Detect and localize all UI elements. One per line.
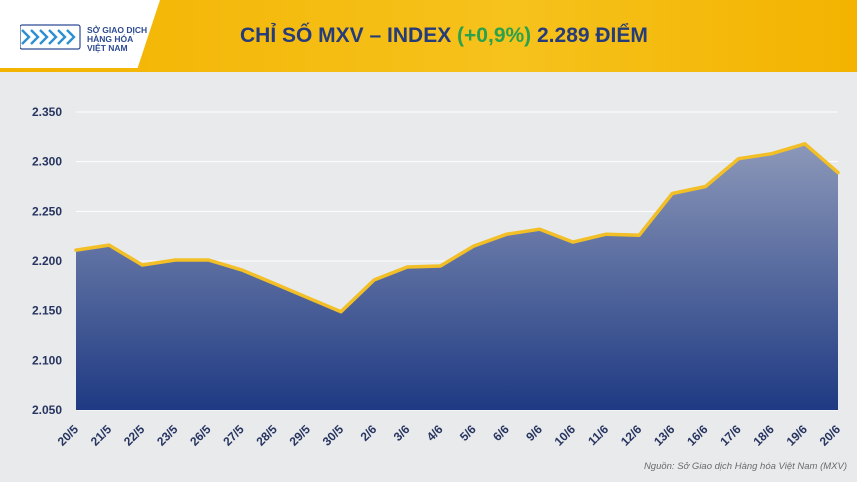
y-tick-label: 2.350 <box>32 105 62 119</box>
x-tick-label: 29/5 <box>287 422 314 449</box>
x-tick-label: 20/6 <box>817 422 844 449</box>
x-tick-label: 12/6 <box>618 422 645 449</box>
x-tick-label: 17/6 <box>717 422 744 449</box>
y-tick-label: 2.250 <box>32 204 62 218</box>
x-tick-label: 18/6 <box>750 422 777 449</box>
mxv-logo-icon <box>20 24 81 50</box>
y-tick-label: 2.100 <box>32 353 62 367</box>
x-tick-label: 30/5 <box>320 422 347 449</box>
logo-line-2: HÀNG HÓA <box>87 34 134 44</box>
title-suffix: 2.289 ĐIỂM <box>531 24 648 47</box>
y-tick-label: 2.050 <box>32 403 62 417</box>
x-tick-label: 9/6 <box>523 422 545 444</box>
x-tick-label: 10/6 <box>552 422 579 449</box>
x-tick-label: 2/6 <box>358 422 380 444</box>
logo-line-3: VIỆT NAM <box>87 43 128 53</box>
x-tick-label: 20/5 <box>55 422 82 449</box>
logo-panel: SỞ GIAO DỊCH HÀNG HÓA VIỆT NAM <box>0 0 160 68</box>
index-area-chart: 2.350 2.300 2.250 2.200 2.150 2.100 2.050 20/5… <box>32 105 844 449</box>
y-axis-labels: 2.350 2.300 2.250 2.200 2.150 2.100 2.050 <box>32 105 62 417</box>
x-tick-label: 27/5 <box>220 422 247 449</box>
source-note: Nguồn: Sở Giao dịch Hàng hóa Việt Nam (M… <box>643 461 847 472</box>
x-tick-label: 11/6 <box>585 422 611 448</box>
logo-text: SỞ GIAO DỊCH HÀNG HÓA VIỆT NAM <box>87 25 160 53</box>
index-area <box>76 143 838 411</box>
x-tick-label: 16/6 <box>684 422 711 449</box>
logo-line-1: SỞ GIAO DỊCH <box>87 25 148 35</box>
x-tick-label: 4/6 <box>424 422 446 444</box>
x-tick-label: 5/6 <box>457 422 479 444</box>
y-tick-label: 2.200 <box>32 254 62 268</box>
x-tick-label: 13/6 <box>651 422 678 449</box>
x-tick-label: 23/5 <box>154 422 181 449</box>
chart-title: CHỈ SỐ MXV – INDEX (+0,9%) 2.289 ĐIỂM <box>240 24 648 48</box>
x-tick-label: 22/5 <box>121 422 148 449</box>
x-tick-label: 26/5 <box>187 422 214 449</box>
y-tick-label: 2.150 <box>32 304 62 318</box>
x-axis-labels: 20/5 21/5 22/5 23/5 26/5 27/5 28/5 29/5 30/5 2/6 3… <box>55 422 844 449</box>
title-change: (+0,9%) <box>457 24 532 47</box>
x-tick-label: 19/6 <box>784 422 811 449</box>
index-line <box>74 142 840 314</box>
y-tick-label: 2.300 <box>32 155 62 169</box>
title-prefix: CHỈ SỐ MXV – INDEX <box>240 24 458 47</box>
x-tick-label: 6/6 <box>490 422 512 444</box>
x-tick-label: 21/5 <box>88 422 115 449</box>
x-tick-label: 3/6 <box>391 422 413 444</box>
x-tick-label: 28/5 <box>253 422 280 449</box>
